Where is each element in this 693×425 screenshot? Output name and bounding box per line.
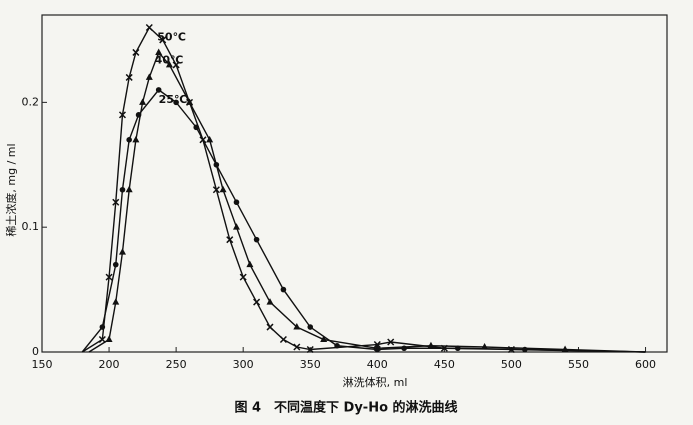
- x-tick-label: 250: [166, 358, 187, 371]
- marker: [266, 298, 274, 305]
- marker: [145, 73, 153, 80]
- x-tick-label: 600: [635, 358, 656, 371]
- marker: [118, 248, 126, 255]
- marker: [105, 335, 113, 343]
- marker: [293, 323, 301, 330]
- marker: [232, 223, 240, 230]
- x-axis-label: 淋洗体积, ml: [343, 375, 408, 389]
- x-tick-label: 350: [300, 358, 321, 371]
- y-tick-label: 0.1: [22, 220, 40, 233]
- marker: [213, 161, 220, 168]
- marker: [374, 346, 381, 353]
- series-label: 50℃: [157, 30, 186, 43]
- marker: [320, 335, 328, 343]
- marker: [193, 124, 200, 131]
- marker: [135, 112, 142, 118]
- marker: [233, 199, 240, 206]
- marker: [172, 61, 180, 69]
- plot-frame: [41, 14, 668, 353]
- marker: [112, 298, 120, 305]
- marker: [253, 236, 260, 243]
- marker: [206, 135, 214, 143]
- marker: [173, 99, 179, 106]
- marker: [119, 186, 126, 193]
- marker: [125, 185, 133, 193]
- marker: [279, 335, 287, 344]
- marker: [139, 98, 147, 105]
- marker: [253, 298, 261, 306]
- line: [81, 88, 646, 353]
- marker: [280, 286, 287, 293]
- series-label: 25℃: [159, 93, 188, 106]
- marker: [98, 335, 106, 344]
- marker: [132, 135, 140, 143]
- y-axis-label: 稀土浓度, mg / ml: [4, 143, 18, 236]
- marker: [246, 260, 254, 268]
- marker: [105, 273, 113, 281]
- marker: [165, 60, 173, 68]
- marker: [401, 345, 407, 352]
- marker: [219, 185, 227, 193]
- marker: [186, 98, 194, 105]
- marker: [266, 323, 274, 331]
- marker: [387, 338, 395, 346]
- marker: [99, 324, 106, 330]
- marker: [155, 48, 163, 55]
- x-tick-label: 150: [32, 358, 53, 371]
- marker: [125, 73, 133, 81]
- line: [81, 26, 646, 353]
- marker: [306, 345, 314, 354]
- series-label: 40℃: [155, 53, 184, 66]
- marker: [454, 345, 461, 352]
- marker: [307, 324, 314, 330]
- marker: [126, 137, 132, 143]
- y-tick-label: 0: [32, 345, 39, 358]
- marker: [155, 87, 162, 93]
- marker: [112, 198, 120, 206]
- marker: [118, 111, 127, 119]
- marker: [481, 343, 489, 350]
- marker: [293, 343, 301, 351]
- x-tick-label: 500: [501, 358, 522, 371]
- marker: [522, 346, 528, 353]
- marker: [159, 36, 167, 44]
- x-tick-label: 450: [434, 358, 455, 371]
- marker: [334, 342, 340, 349]
- x-tick-label: 400: [367, 358, 388, 371]
- y-tick-label: 0.2: [22, 95, 40, 108]
- x-tick-label: 300: [233, 358, 254, 371]
- marker: [112, 261, 119, 268]
- chart-title: 图 4 不同温度下 Dy-Ho 的淋洗曲线: [234, 400, 457, 416]
- marker: [145, 23, 153, 32]
- marker: [226, 236, 234, 244]
- marker: [427, 341, 435, 349]
- x-tick-label: 200: [99, 358, 120, 371]
- marker: [239, 273, 247, 281]
- x-tick-label: 550: [568, 358, 589, 371]
- marker: [212, 186, 220, 194]
- marker: [132, 48, 140, 56]
